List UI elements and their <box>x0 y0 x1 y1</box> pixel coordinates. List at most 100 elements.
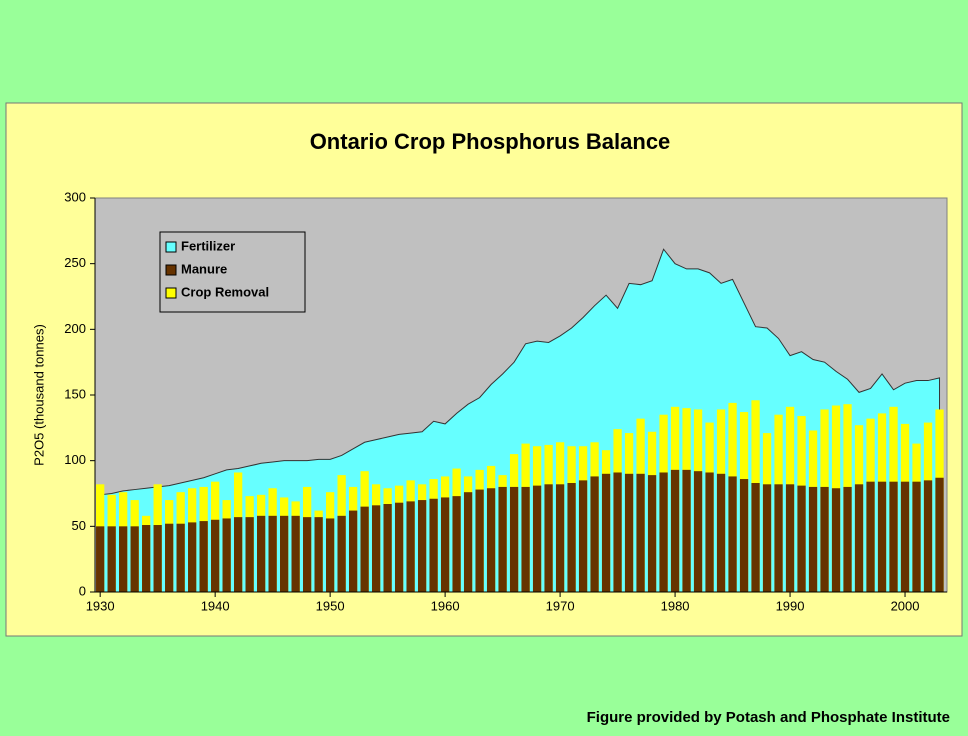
x-tick-label: 1940 <box>201 598 230 613</box>
x-tick-label: 1970 <box>546 598 575 613</box>
y-tick-label: 300 <box>64 189 86 204</box>
manure-bar <box>670 469 680 592</box>
manure-bar <box>142 525 151 592</box>
manure-bar <box>452 496 461 592</box>
manure-bar <box>590 476 599 592</box>
manure-bar <box>498 486 507 592</box>
source-note: Figure provided by Potash and Phosphate … <box>587 709 950 726</box>
manure-bar <box>199 521 208 592</box>
manure-bar <box>130 526 139 592</box>
manure-bar <box>751 482 760 592</box>
manure-bar <box>176 523 185 592</box>
manure-bar <box>831 488 841 592</box>
manure-bar <box>716 473 726 592</box>
x-tick-label: 1980 <box>661 598 690 613</box>
legend-box <box>159 231 306 313</box>
manure-bar <box>774 484 783 592</box>
y-tick-label: 200 <box>64 321 86 336</box>
manure-bar <box>636 473 645 592</box>
manure-bar <box>544 484 553 592</box>
manure-bar <box>866 481 875 592</box>
legend-label: Manure <box>181 261 227 276</box>
manure-bar <box>659 472 668 592</box>
manure-bar <box>291 515 300 592</box>
manure-bar <box>222 518 231 592</box>
y-tick-label: 100 <box>64 452 86 467</box>
manure-bar <box>383 504 392 592</box>
manure-bar <box>165 523 174 592</box>
legend-swatch <box>165 287 177 299</box>
manure-bar <box>429 498 438 592</box>
manure-bar <box>257 515 266 592</box>
manure-bar <box>360 506 369 592</box>
manure-bar <box>601 473 611 592</box>
manure-bar <box>785 484 795 592</box>
legend-label: Crop Removal <box>181 284 269 299</box>
manure-bar <box>211 519 220 592</box>
manure-bar <box>912 481 921 592</box>
manure-bar <box>843 486 852 592</box>
manure-bar <box>348 510 358 592</box>
legend-label: Fertilizer <box>181 238 235 253</box>
manure-bar <box>567 482 576 592</box>
manure-bar <box>314 517 323 592</box>
manure-bar <box>728 476 737 592</box>
manure-bar <box>889 481 898 592</box>
manure-bar <box>521 486 530 592</box>
manure-bar <box>877 481 887 592</box>
manure-bar <box>280 515 289 592</box>
manure-bar <box>486 488 496 592</box>
legend-swatch <box>165 241 177 253</box>
manure-bar <box>119 526 128 592</box>
manure-bar <box>475 489 484 592</box>
y-axis-label: P2O5 (thousand tonnes) <box>31 324 46 466</box>
manure-bar <box>923 480 933 592</box>
manure-bar <box>682 469 691 592</box>
manure-bar <box>302 517 312 592</box>
y-tick-label: 50 <box>72 518 86 533</box>
manure-bar <box>406 501 415 592</box>
manure-bar <box>705 472 714 592</box>
x-tick-label: 1990 <box>776 598 805 613</box>
y-tick-label: 250 <box>64 255 86 270</box>
manure-bar <box>820 486 829 592</box>
manure-bar <box>797 485 806 592</box>
manure-bar <box>245 517 254 592</box>
manure-bar <box>935 477 944 592</box>
manure-bar <box>440 497 450 592</box>
manure-bar <box>371 505 381 592</box>
x-tick-label: 1950 <box>316 598 345 613</box>
manure-bar <box>337 515 346 592</box>
y-tick-label: 0 <box>79 583 86 598</box>
manure-bar <box>153 525 162 592</box>
manure-bar <box>693 471 703 592</box>
manure-bar <box>234 517 243 592</box>
legend-swatch <box>165 264 177 276</box>
manure-bar <box>808 486 818 592</box>
manure-bar <box>532 485 542 592</box>
y-tick-label: 150 <box>64 386 86 401</box>
manure-bar <box>762 484 772 592</box>
manure-bar <box>739 479 749 592</box>
manure-bar <box>96 526 105 592</box>
x-tick-label: 1930 <box>86 598 115 613</box>
manure-bar <box>900 481 910 592</box>
manure-bar <box>624 473 634 592</box>
manure-bar <box>188 522 197 592</box>
manure-bar <box>268 515 277 592</box>
manure-bar <box>417 500 427 592</box>
x-tick-label: 1960 <box>431 598 460 613</box>
manure-bar <box>509 486 519 592</box>
chart-title: Ontario Crop Phosphorus Balance <box>310 129 671 154</box>
manure-bar <box>854 484 864 592</box>
x-tick-label: 2000 <box>891 598 920 613</box>
manure-bar <box>463 492 473 592</box>
manure-bar <box>555 484 565 592</box>
manure-bar <box>107 526 116 592</box>
manure-bar <box>647 475 657 592</box>
manure-bar <box>578 480 588 592</box>
manure-bar <box>394 502 404 592</box>
manure-bar <box>613 472 622 592</box>
manure-bar <box>325 518 335 592</box>
